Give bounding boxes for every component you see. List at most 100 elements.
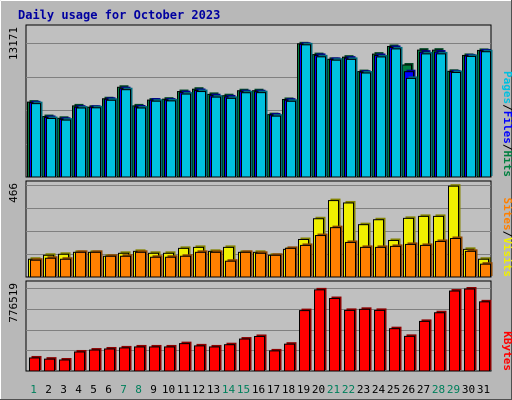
bar-pages-day-3 [61,119,71,178]
bar-sites-day-12 [195,251,206,278]
bar-kbytes-day-25 [389,328,400,372]
bar-sites-day-4 [75,251,86,278]
bar-pages-day-14 [226,97,236,178]
panel-legend: Sites/Visits [501,198,512,278]
bar-kbytes-day-6 [104,348,115,372]
bar-sites-day-5 [90,251,101,278]
bar-kbytes-day-22 [344,309,355,372]
bar-pages-day-4 [76,107,86,178]
x-tick-label-day-20: 20 [312,383,325,396]
bar-sites-day-29 [450,238,461,278]
legend-separator: / [501,144,512,151]
y-max-label: 776519 [7,283,20,323]
bar-kbytes-day-18 [284,343,295,372]
panel-legend: Pages/Files/Hits [501,71,512,177]
chart-panels: 13171 Pages/Files/Hits 466 Sites/Visits 7765… [7,24,512,372]
bar-pages-day-23 [361,72,371,178]
bar-kbytes-day-12 [194,345,205,372]
bar-sites-day-27 [420,244,431,278]
bar-kbytes-day-27 [419,320,430,372]
x-tick-label-day-25: 25 [387,383,400,396]
chart-title: Daily usage for October 2023 [18,8,220,22]
x-tick-label-day-22: 22 [342,383,355,396]
bar-kbytes-day-31 [479,301,490,372]
bar-kbytes-day-7 [119,347,130,372]
bar-kbytes-day-20 [314,289,325,372]
bar-sites-day-21 [330,227,341,278]
bar-kbytes-day-24 [374,309,385,372]
bar-pages-day-8 [136,107,146,178]
x-tick-label-day-3: 3 [60,383,67,396]
bar-kbytes-day-2 [44,358,55,372]
bar-kbytes-day-14 [224,344,235,372]
bar-sites-day-19 [300,244,311,278]
series-pages [31,42,493,178]
bar-sites-day-24 [375,246,386,278]
bar-sites-day-25 [390,245,401,278]
bar-sites-day-2 [45,257,56,278]
bar-sites-day-11 [180,255,191,278]
x-tick-label-day-9: 9 [150,383,157,396]
bar-pages-day-17 [271,115,281,178]
legend-visits: Visits [501,237,512,277]
bar-sites-day-23 [360,246,371,278]
bar-kbytes-day-10 [164,346,175,372]
bar-pages-day-7 [121,89,131,178]
bar-pages-day-15 [241,92,251,178]
x-tick-label-day-7: 7 [120,383,127,396]
bar-sites-day-9 [150,256,161,278]
x-tick-label-day-31: 31 [477,383,490,396]
x-tick-label-day-6: 6 [105,383,112,396]
x-tick-label-day-30: 30 [462,383,475,396]
y-max-label: 13171 [7,27,20,60]
bar-sites-day-26 [405,243,416,278]
bar-pages-day-13 [211,96,221,178]
y-max-label: 466 [7,183,20,203]
bar-kbytes-day-13 [209,346,220,372]
x-tick-label-day-23: 23 [357,383,370,396]
bar-pages-day-31 [481,51,491,178]
x-tick-label-day-5: 5 [90,383,97,396]
bar-kbytes-day-23 [359,308,370,372]
x-tick-label-day-10: 10 [162,383,175,396]
bar-pages-day-27 [421,53,431,178]
bar-kbytes-day-4 [74,351,85,372]
panel-3: 776519 KBytes [7,280,512,372]
bar-kbytes-day-30 [464,288,475,372]
x-tick-label-day-15: 15 [237,383,250,396]
bar-sites-day-31 [480,263,491,278]
legend-separator: / [501,104,512,111]
bar-sites-day-18 [285,247,296,278]
x-tick-label-day-8: 8 [135,383,142,396]
x-tick-label-day-1: 1 [30,383,37,396]
bar-kbytes-day-8 [134,346,145,372]
bar-pages-day-19 [301,44,311,178]
series-kbytes [29,287,492,372]
bar-pages-day-26 [406,77,416,178]
bar-kbytes-day-17 [269,350,280,372]
x-tick-label-day-21: 21 [327,383,340,396]
bar-sites-day-17 [270,254,281,278]
x-tick-label-day-2: 2 [45,383,52,396]
bar-sites-day-1 [30,259,41,278]
bar-pages-day-12 [196,91,206,178]
bar-sites-day-6 [105,255,116,278]
bar-pages-day-24 [376,56,386,178]
panel-1: 13171 Pages/Files/Hits [7,24,512,178]
x-tick-label-day-12: 12 [192,383,205,396]
bar-pages-day-9 [151,100,161,178]
bar-pages-day-18 [286,100,296,178]
legend-files: Files [501,111,512,144]
bar-pages-day-11 [181,93,191,178]
bar-pages-day-22 [346,58,356,178]
bar-pages-day-16 [256,92,266,178]
bar-kbytes-day-29 [449,290,460,372]
bar-sites-day-15 [240,251,251,278]
bar-kbytes-day-15 [239,338,250,372]
x-tick-label-day-4: 4 [75,383,82,396]
legend-separator: / [501,231,512,238]
x-tick-label-day-24: 24 [372,383,386,396]
bar-kbytes-day-5 [89,349,100,372]
legend-kbytes: KBytes [501,331,512,371]
